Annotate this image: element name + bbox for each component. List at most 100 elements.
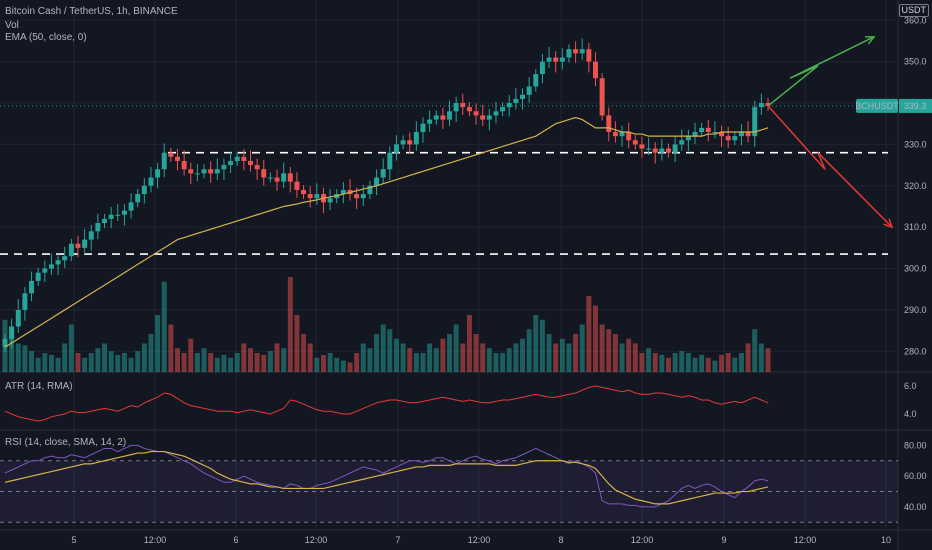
atr-legend[interactable]: ATR (14, RMA) bbox=[5, 381, 73, 392]
candle-body bbox=[307, 194, 313, 199]
candle-body bbox=[314, 194, 320, 199]
candle-body bbox=[194, 173, 200, 175]
volume-bar bbox=[9, 334, 15, 372]
volume-bar bbox=[480, 343, 486, 372]
volume-bar bbox=[254, 353, 260, 372]
candle-body bbox=[108, 214, 114, 219]
candle-body bbox=[228, 160, 234, 166]
volume-bar bbox=[155, 315, 161, 372]
rsi-ma-line bbox=[4, 450, 769, 505]
volume-bar bbox=[327, 353, 333, 372]
candle-body bbox=[526, 86, 532, 95]
candle-body bbox=[393, 144, 399, 153]
volume-bar bbox=[705, 357, 711, 372]
atr-tick-label: 4.0 bbox=[904, 409, 917, 419]
volume-bar bbox=[208, 353, 214, 372]
volume-bar bbox=[533, 315, 539, 372]
candle-body bbox=[520, 94, 526, 99]
candle-body bbox=[35, 272, 41, 281]
volume-bar bbox=[447, 334, 453, 372]
currency-label[interactable]: USDT bbox=[898, 4, 929, 17]
candle-body bbox=[712, 132, 718, 133]
price-tick-label: 310.0 bbox=[904, 222, 927, 232]
volume-bar bbox=[427, 343, 433, 372]
volume-bar bbox=[347, 362, 353, 372]
volume-bar bbox=[599, 324, 605, 372]
candle-body bbox=[148, 177, 154, 186]
volume-bar bbox=[247, 348, 253, 372]
candle-body bbox=[22, 293, 28, 310]
candle-body bbox=[453, 103, 459, 112]
volume-bar bbox=[473, 334, 479, 372]
candle-body bbox=[466, 107, 472, 112]
candle-body bbox=[29, 280, 35, 294]
candle-body bbox=[354, 194, 360, 199]
bullish-projection-arrow bbox=[767, 36, 875, 107]
candle-body bbox=[612, 132, 618, 137]
volume-bar bbox=[102, 343, 108, 372]
candle-body bbox=[287, 173, 293, 182]
volume-bar bbox=[201, 348, 207, 372]
volume-bar bbox=[29, 351, 35, 372]
volume-bar bbox=[108, 351, 114, 372]
candle-body bbox=[68, 243, 74, 257]
rsi-legend[interactable]: RSI (14, close, SMA, 14, 2) bbox=[5, 437, 127, 448]
candle-body bbox=[725, 136, 731, 141]
candle-body bbox=[473, 111, 479, 116]
volume-bar bbox=[380, 324, 386, 372]
ema-legend[interactable]: EMA (50, close, 0) bbox=[5, 32, 87, 43]
candle-body bbox=[599, 78, 605, 116]
time-tick-label: 6 bbox=[233, 535, 238, 545]
volume-bar bbox=[374, 334, 380, 372]
volume-bar bbox=[520, 338, 526, 372]
volume-bar bbox=[360, 343, 366, 372]
volume-bar bbox=[586, 296, 592, 372]
time-tick-label: 12:00 bbox=[305, 535, 328, 545]
volume-bar bbox=[221, 354, 227, 372]
candle-body bbox=[506, 103, 512, 108]
volume-bar bbox=[267, 351, 273, 372]
volume-bar bbox=[181, 353, 187, 372]
volume-bar bbox=[281, 348, 287, 372]
volume-bar bbox=[619, 343, 625, 372]
volume-bar bbox=[228, 357, 234, 372]
candle-body bbox=[274, 177, 280, 182]
candle-body bbox=[407, 140, 413, 145]
candle-body bbox=[619, 132, 625, 137]
volume-bar bbox=[274, 343, 280, 372]
volume-bar bbox=[632, 343, 638, 372]
candle-body bbox=[513, 98, 519, 104]
volume-bar bbox=[652, 353, 658, 372]
candle-body bbox=[413, 132, 419, 145]
candle-body bbox=[75, 243, 81, 248]
candle-body bbox=[427, 119, 433, 124]
volume-bar bbox=[546, 334, 552, 372]
last-price-tag: 339.3 bbox=[904, 101, 927, 111]
symbol-title[interactable]: Bitcoin Cash / TetherUS, 1h, BINANCE bbox=[5, 6, 178, 17]
volume-bar bbox=[413, 353, 419, 372]
volume-bar bbox=[241, 343, 247, 372]
candle-body bbox=[221, 165, 227, 170]
volume-bar bbox=[765, 348, 771, 372]
candle-body bbox=[480, 115, 486, 120]
volume-bar bbox=[62, 343, 68, 372]
volume-legend[interactable]: Vol bbox=[5, 20, 19, 31]
ema-line bbox=[4, 116, 769, 348]
volume-bar bbox=[659, 354, 665, 372]
atr-line bbox=[4, 385, 769, 422]
candle-body bbox=[573, 49, 579, 54]
volume-bar bbox=[161, 281, 167, 372]
candle-body bbox=[208, 169, 214, 174]
candle-body bbox=[188, 169, 194, 174]
candle-body bbox=[460, 103, 466, 108]
volume-bar bbox=[745, 343, 751, 372]
candle-body bbox=[699, 127, 705, 132]
volume-bar bbox=[612, 334, 618, 372]
candle-body bbox=[659, 148, 665, 153]
candle-body bbox=[765, 103, 771, 106]
volume-bar bbox=[460, 343, 466, 372]
volume-bar bbox=[665, 357, 671, 372]
volume-bar bbox=[626, 338, 632, 372]
